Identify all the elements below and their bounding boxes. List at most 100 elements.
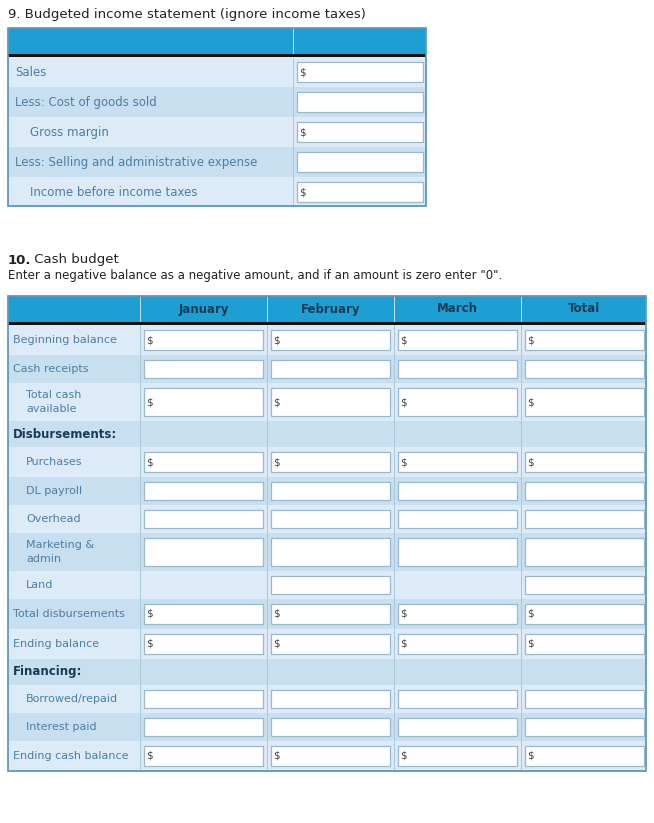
Bar [8,447,646,477]
Bar [293,177,294,207]
Bar [398,510,517,528]
Bar [267,383,268,421]
Bar [144,452,263,472]
Text: $: $ [400,639,407,649]
Bar [8,383,646,421]
Bar [525,388,644,416]
Bar [398,604,517,624]
Text: $: $ [146,639,152,649]
Bar [394,421,395,447]
Text: March: March [437,303,478,315]
Bar [293,28,294,54]
Bar [293,87,294,117]
Bar [398,360,517,378]
Bar [144,388,263,416]
Bar [271,634,390,654]
Bar [267,355,268,383]
Bar [521,629,522,659]
Text: 10.: 10. [8,253,31,267]
Bar [293,117,294,147]
Bar [525,604,644,624]
Bar [521,383,522,421]
Bar [267,685,268,713]
Bar [398,690,517,708]
Bar [8,599,646,629]
Bar [144,634,263,654]
Bar [8,325,646,355]
Bar [271,576,390,594]
Bar [271,746,390,766]
Bar [521,533,522,571]
Bar [394,296,395,322]
Bar [521,447,522,477]
Bar [398,452,517,472]
Bar [144,482,263,500]
Bar [394,383,395,421]
Text: January: January [179,303,229,315]
Bar [144,746,263,766]
Text: $: $ [146,457,152,467]
Bar [267,477,268,505]
Bar [394,599,395,629]
Text: $: $ [273,609,280,619]
Bar [144,510,263,528]
Bar [394,355,395,383]
Bar [144,360,263,378]
Text: Land: Land [26,580,54,590]
Bar [140,741,141,771]
Bar [267,629,268,659]
Bar [140,713,141,741]
Bar [8,147,426,177]
Bar [140,447,141,477]
Bar [271,360,390,378]
Bar [144,330,263,350]
Bar [521,505,522,533]
Bar [394,571,395,599]
Bar [521,355,522,383]
Text: Total cash: Total cash [26,390,81,400]
Bar [271,452,390,472]
Bar [8,629,646,659]
Bar [394,477,395,505]
Bar [297,152,423,172]
Text: Total: Total [568,303,600,315]
Text: $: $ [273,335,280,345]
Bar [525,330,644,350]
Bar [525,634,644,654]
Bar [267,713,268,741]
Bar [267,533,268,571]
Text: $: $ [400,397,407,407]
Bar [521,685,522,713]
Bar [394,325,395,355]
Bar [525,452,644,472]
Bar [267,296,268,322]
Bar [267,599,268,629]
Text: $: $ [527,609,534,619]
Bar [140,685,141,713]
Bar [521,571,522,599]
Bar [525,576,644,594]
Bar [521,741,522,771]
Text: $: $ [146,609,152,619]
Bar [144,604,263,624]
Bar [271,388,390,416]
Bar [394,685,395,713]
Text: Sales: Sales [15,66,46,78]
Text: 9. Budgeted income statement (ignore income taxes): 9. Budgeted income statement (ignore inc… [8,7,366,21]
Bar [525,538,644,566]
Bar [8,659,646,685]
Bar [140,629,141,659]
Text: Enter a negative balance as a negative amount, and if an amount is zero enter "0: Enter a negative balance as a negative a… [8,269,502,282]
Text: Marketing &: Marketing & [26,540,94,550]
Bar [8,713,646,741]
Bar [271,482,390,500]
Bar [8,421,646,447]
Bar [267,571,268,599]
Bar [521,421,522,447]
Bar [8,322,646,325]
Text: $: $ [527,639,534,649]
Bar [267,325,268,355]
Text: Disbursements:: Disbursements: [13,427,117,440]
Text: $: $ [273,397,280,407]
Text: February: February [301,303,360,315]
